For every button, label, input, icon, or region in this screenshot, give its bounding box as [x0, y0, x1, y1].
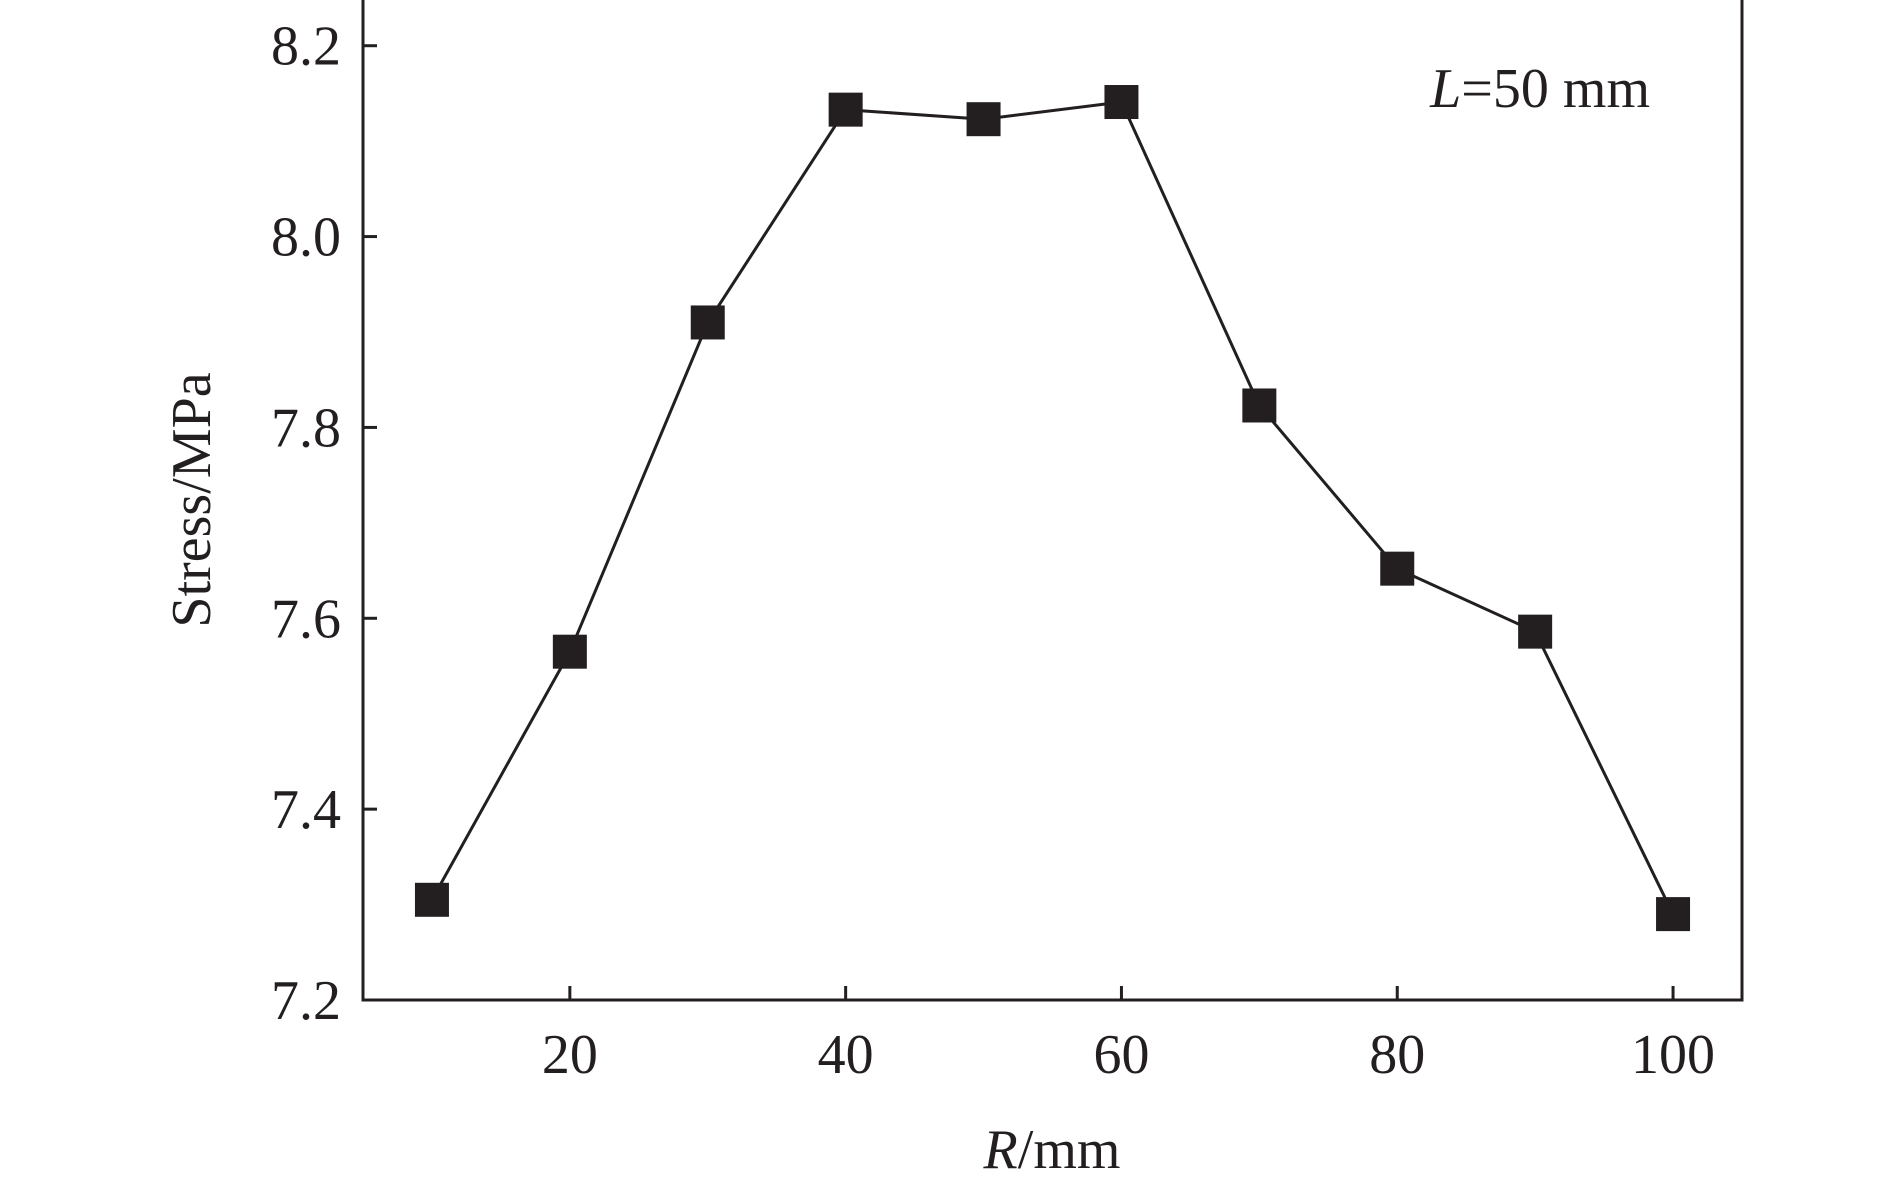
data-point-marker: [1242, 388, 1277, 423]
y-tick-label: 7.8: [271, 397, 341, 459]
y-tick-label: 8.2: [271, 16, 341, 78]
annotation-rest: =50 mm: [1461, 58, 1650, 120]
annotation-label: L=50 mm: [1429, 58, 1650, 120]
y-axis-ticks: [363, 44, 377, 1002]
x-axis-ticks: [568, 986, 1675, 1000]
data-point-marker: [1518, 614, 1553, 649]
series-layer: [414, 85, 1691, 932]
data-point-marker: [966, 102, 1001, 137]
series-line: [430, 100, 1675, 915]
data-point-marker: [1656, 897, 1691, 932]
x-axis-label-var: R: [983, 1119, 1018, 1179]
x-tick-label: 100: [1631, 1024, 1715, 1086]
x-axis-label: R/mm: [983, 1119, 1121, 1179]
y-axis-label: Stress/MPa: [161, 372, 223, 627]
y-tick-label: 7.4: [271, 779, 341, 841]
x-axis-label-unit: /mm: [1018, 1119, 1121, 1179]
data-point-marker: [1380, 551, 1415, 586]
data-point-marker: [690, 305, 725, 340]
x-tick-label: 40: [818, 1024, 874, 1086]
x-axis-tick-labels: 20 40 60 80 100: [542, 1024, 1715, 1086]
data-point-marker: [828, 92, 863, 127]
x-tick-label: 20: [542, 1024, 598, 1086]
x-tick-label: 60: [1093, 1024, 1149, 1086]
y-tick-label: 8.0: [271, 207, 341, 269]
y-tick-label: 7.6: [271, 588, 341, 650]
y-tick-label: 7.2: [271, 970, 341, 1032]
plot-frame: [361, 0, 1744, 1002]
data-point-marker: [552, 634, 587, 669]
x-tick-label: 80: [1369, 1024, 1425, 1086]
annotation-var: L: [1429, 58, 1461, 120]
data-point-marker: [1104, 85, 1139, 120]
y-axis-tick-labels: 7.2 7.4 7.6 7.8 8.0 8.2: [271, 16, 341, 1032]
data-point-marker: [414, 882, 449, 917]
